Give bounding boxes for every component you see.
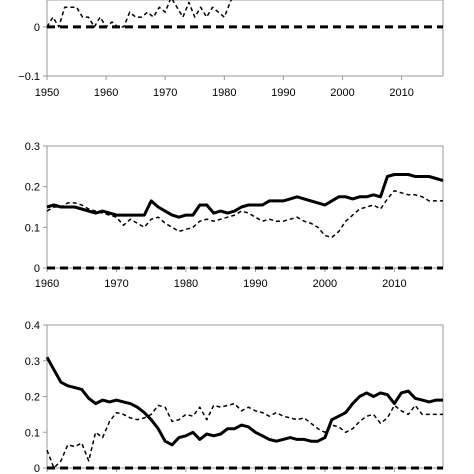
series-line-dashed (46, 402, 443, 469)
x-tick-label: 1980 (212, 87, 236, 99)
series-line-solid (45, 356, 443, 447)
y-tick-label: 0.1 (25, 222, 40, 234)
y-tick-label: 0 (34, 263, 40, 275)
x-tick-label: 1960 (94, 87, 118, 99)
y-tick-label: 0 (34, 22, 40, 34)
chart-panel-1: −0.1 0 1950 1960 1970 1980 1990 2000 2010 (18, 0, 444, 99)
x-tick-label: 2010 (382, 278, 406, 290)
x-tick-label: 1980 (174, 278, 198, 290)
y-tick-label: 0.4 (25, 320, 40, 332)
x-tick-label: 1990 (271, 87, 295, 99)
y-tick-label: 0.2 (25, 392, 40, 404)
x-tick-label: 1970 (104, 278, 128, 290)
x-tick-label: 1960 (35, 278, 59, 290)
series-line-dashed (46, 189, 443, 239)
y-tick-label: 0.1 (25, 427, 40, 439)
y-tick-label: 0.3 (25, 141, 40, 153)
x-tick-label: 1950 (35, 87, 59, 99)
series-line-solid (46, 173, 444, 219)
chart-panel-2: 0 0.1 0.2 0.3 1960 1970 1980 1990 2000 2010 (25, 141, 444, 290)
x-tick-label: 2010 (389, 87, 413, 99)
x-tick-label: 2000 (330, 87, 354, 99)
y-tick-label: −0.1 (18, 71, 40, 83)
y-tick-label: 0 (34, 463, 40, 474)
x-tick-label: 1990 (243, 278, 267, 290)
plot-frame (46, 0, 444, 77)
chart-panel-3: 0 0.1 0.2 0.3 0.4 (25, 320, 444, 474)
series-line-dashed (46, 0, 232, 28)
y-tick-label: 0.3 (25, 356, 40, 368)
y-tick-label: 0.2 (25, 182, 40, 194)
plot-frame (46, 324, 444, 469)
x-tick-label: 2000 (313, 278, 337, 290)
x-tick-label: 1970 (153, 87, 177, 99)
